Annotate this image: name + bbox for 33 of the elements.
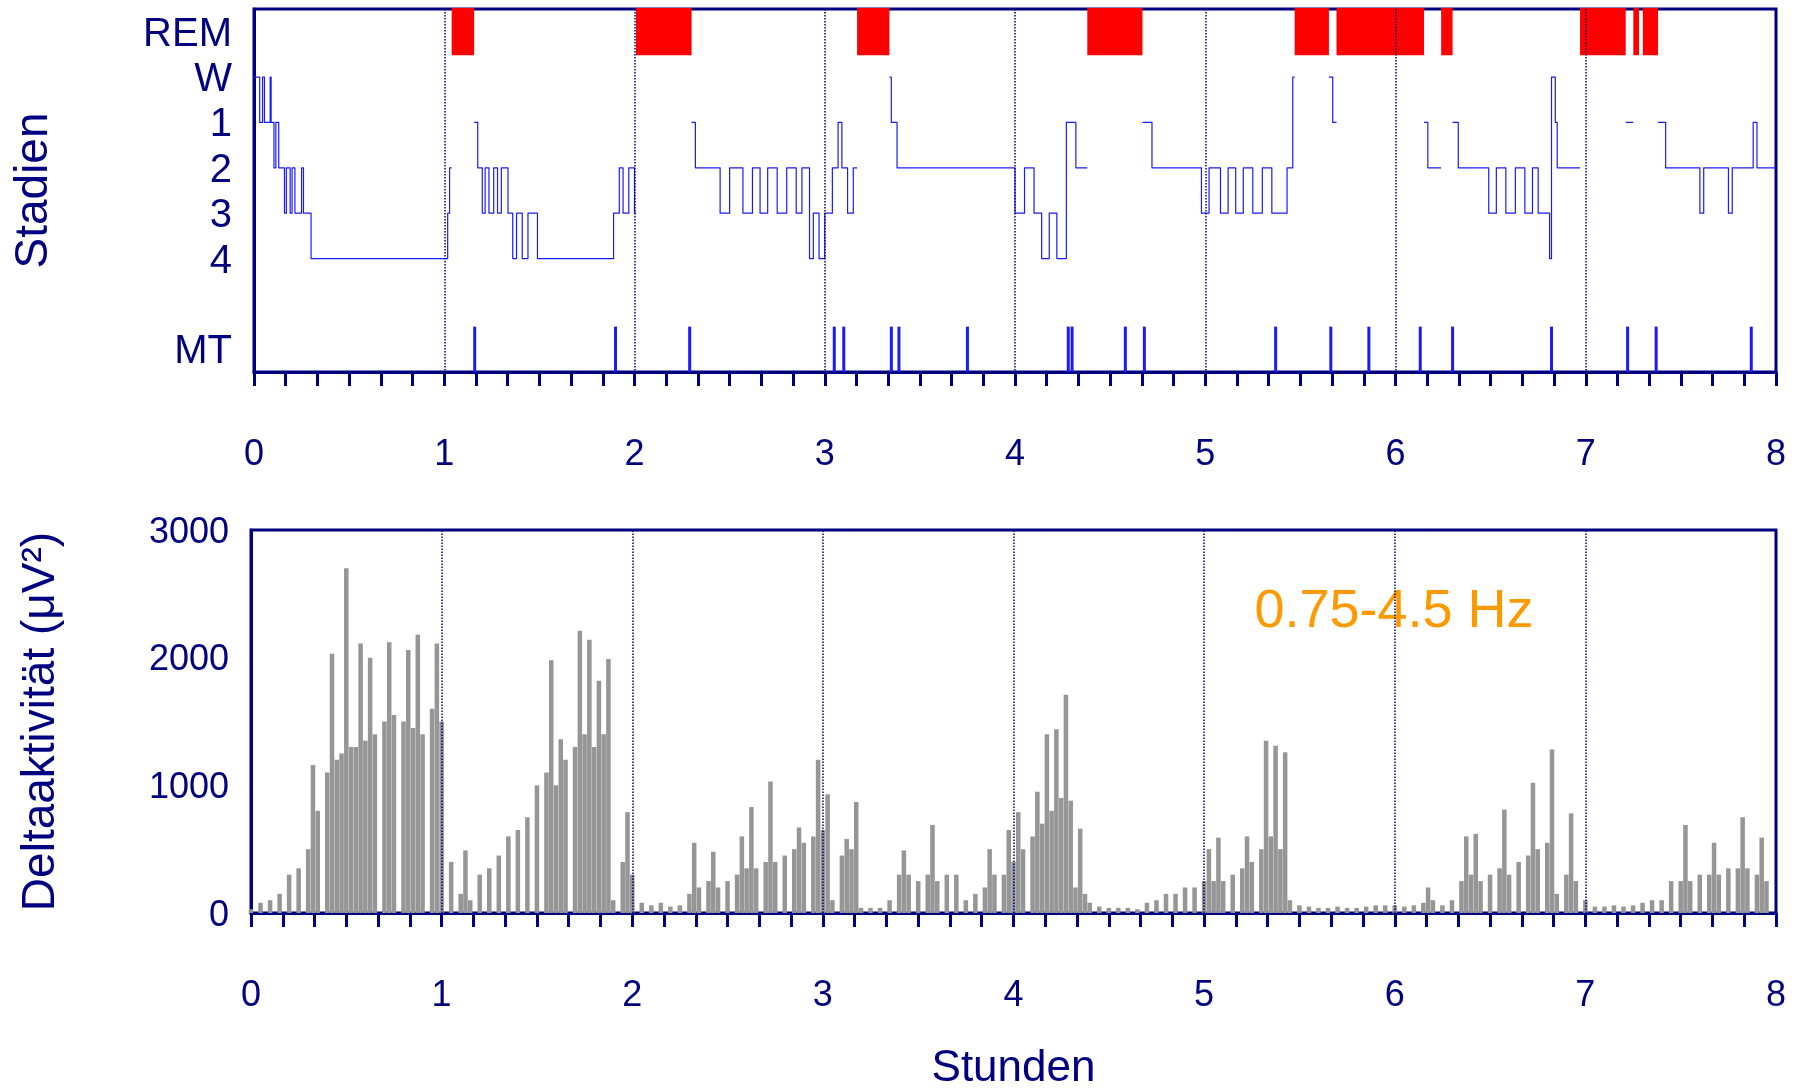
x-tick-label: 4 xyxy=(1003,972,1024,1014)
x-tick-label: 8 xyxy=(1765,431,1787,473)
y-tick-label: MT xyxy=(174,327,232,372)
x-tick-label: 5 xyxy=(1194,972,1215,1014)
y-tick-label: REM xyxy=(143,9,232,54)
y-tick-label: 0 xyxy=(208,892,229,934)
x-tick-label: 3 xyxy=(814,431,835,473)
x-tick-label: 4 xyxy=(1004,431,1026,473)
x-tick-label: 5 xyxy=(1195,431,1216,473)
y-tick-label: W xyxy=(194,55,233,100)
y-tick-label: 4 xyxy=(209,236,232,281)
y-tick-label: 3000 xyxy=(148,509,229,551)
y-tick-label: 2000 xyxy=(148,637,229,679)
x-tick-label: 6 xyxy=(1385,431,1406,473)
x-tick-label: 7 xyxy=(1575,431,1596,473)
x-tick-label: 8 xyxy=(1765,972,1787,1014)
y-axis-title: Stadien xyxy=(5,112,57,269)
x-tick-label: 7 xyxy=(1575,972,1596,1014)
x-tick-label: 6 xyxy=(1384,972,1405,1014)
x-tick-label: 1 xyxy=(434,431,455,473)
x-tick-label: 3 xyxy=(812,972,833,1014)
y-tick-label: 3 xyxy=(209,191,232,236)
x-axis-title: Stunden xyxy=(931,1040,1096,1090)
x-tick-label: 0 xyxy=(243,431,265,473)
y-axis-title: Deltaaktivität (μV²) xyxy=(12,531,64,912)
x-tick-label: 1 xyxy=(431,972,452,1014)
x-tick-label: 0 xyxy=(240,972,262,1014)
y-tick-label: 1000 xyxy=(148,764,229,806)
y-tick-label: 2 xyxy=(209,145,232,190)
x-tick-label: 2 xyxy=(624,431,645,473)
annotation: 0.75-4.5 Hz xyxy=(1254,578,1534,638)
y-tick-label: 1 xyxy=(209,100,232,145)
x-tick-label: 2 xyxy=(622,972,643,1014)
